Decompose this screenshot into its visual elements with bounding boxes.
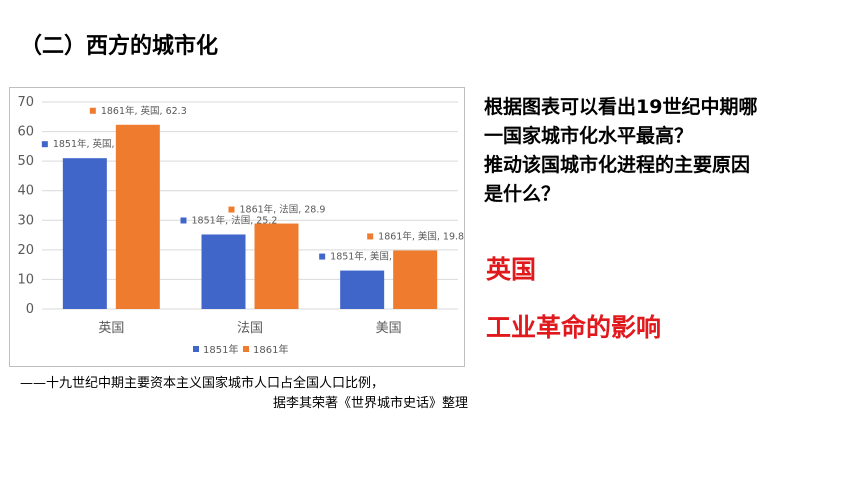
- data-label: 1861年, 英国, 62.3: [101, 105, 187, 117]
- data-label-marker: [180, 217, 187, 224]
- x-tick-label: 法国: [237, 321, 263, 336]
- y-tick-label: 70: [17, 95, 34, 110]
- y-tick-label: 50: [17, 154, 34, 169]
- legend-label: 1851年: [203, 343, 238, 356]
- data-label: 1851年, 法国, 25.2: [192, 214, 278, 226]
- answer-country: 英国: [486, 255, 537, 284]
- data-label-marker: [89, 107, 96, 114]
- bar: [62, 158, 107, 309]
- question-line-4: 是什么？: [484, 183, 561, 205]
- bar: [340, 270, 385, 309]
- source-caption-line1: ——十九世纪中期主要资本主义国家城市人口占全国人口比例，: [20, 376, 385, 391]
- question-line-2: 一国家城市化水平最高？: [484, 125, 694, 147]
- y-tick-label: 40: [17, 184, 34, 199]
- bar-chart: 0 10 20 30 40 50 60 70 1851年, 英国, 51 1861年, 英国, 6…: [9, 87, 465, 367]
- legend-swatch: [243, 346, 249, 352]
- y-tick-label: 20: [17, 243, 34, 258]
- question-line-1: 根据图表可以看出19世纪中期哪: [484, 96, 758, 118]
- data-label: 1861年, 法国, 28.9: [240, 204, 326, 216]
- legend-swatch: [193, 346, 199, 352]
- x-tick-label: 英国: [98, 321, 124, 336]
- bar: [115, 124, 160, 309]
- y-tick-label: 60: [17, 125, 34, 140]
- question-line-3: 推动该国城市化进程的主要原因: [484, 154, 751, 176]
- source-caption-line2: 据李其荣著《世界城市史话》整理: [272, 396, 468, 411]
- slide-title: （二）西方的城市化: [20, 34, 219, 59]
- data-label-marker: [228, 206, 235, 213]
- data-label-marker: [319, 253, 326, 260]
- y-tick-label: 10: [17, 272, 34, 287]
- bar: [393, 250, 438, 309]
- chart-svg: 0 10 20 30 40 50 60 70 1851年, 英国, 51 1861年, 英国, 6…: [17, 95, 464, 356]
- x-tick-label: 美国: [376, 321, 402, 336]
- y-tick-label: 30: [17, 213, 34, 228]
- bar: [201, 234, 246, 309]
- answer-reason: 工业革命的影响: [486, 313, 662, 342]
- data-label: 1851年, 英国, 51: [53, 138, 130, 150]
- legend-label: 1861年: [253, 343, 288, 356]
- bar: [254, 223, 299, 309]
- data-label-marker: [367, 233, 374, 240]
- data-label: 1861年, 美国, 19.8: [378, 230, 464, 242]
- question-text: 根据图表可以看出19世纪中期哪 一国家城市化水平最高？ 推动该国城市化进程的主要…: [484, 93, 854, 209]
- data-label-marker: [41, 141, 48, 148]
- data-label: 1851年, 美国, 13: [330, 251, 407, 263]
- y-tick-label: 0: [26, 302, 34, 317]
